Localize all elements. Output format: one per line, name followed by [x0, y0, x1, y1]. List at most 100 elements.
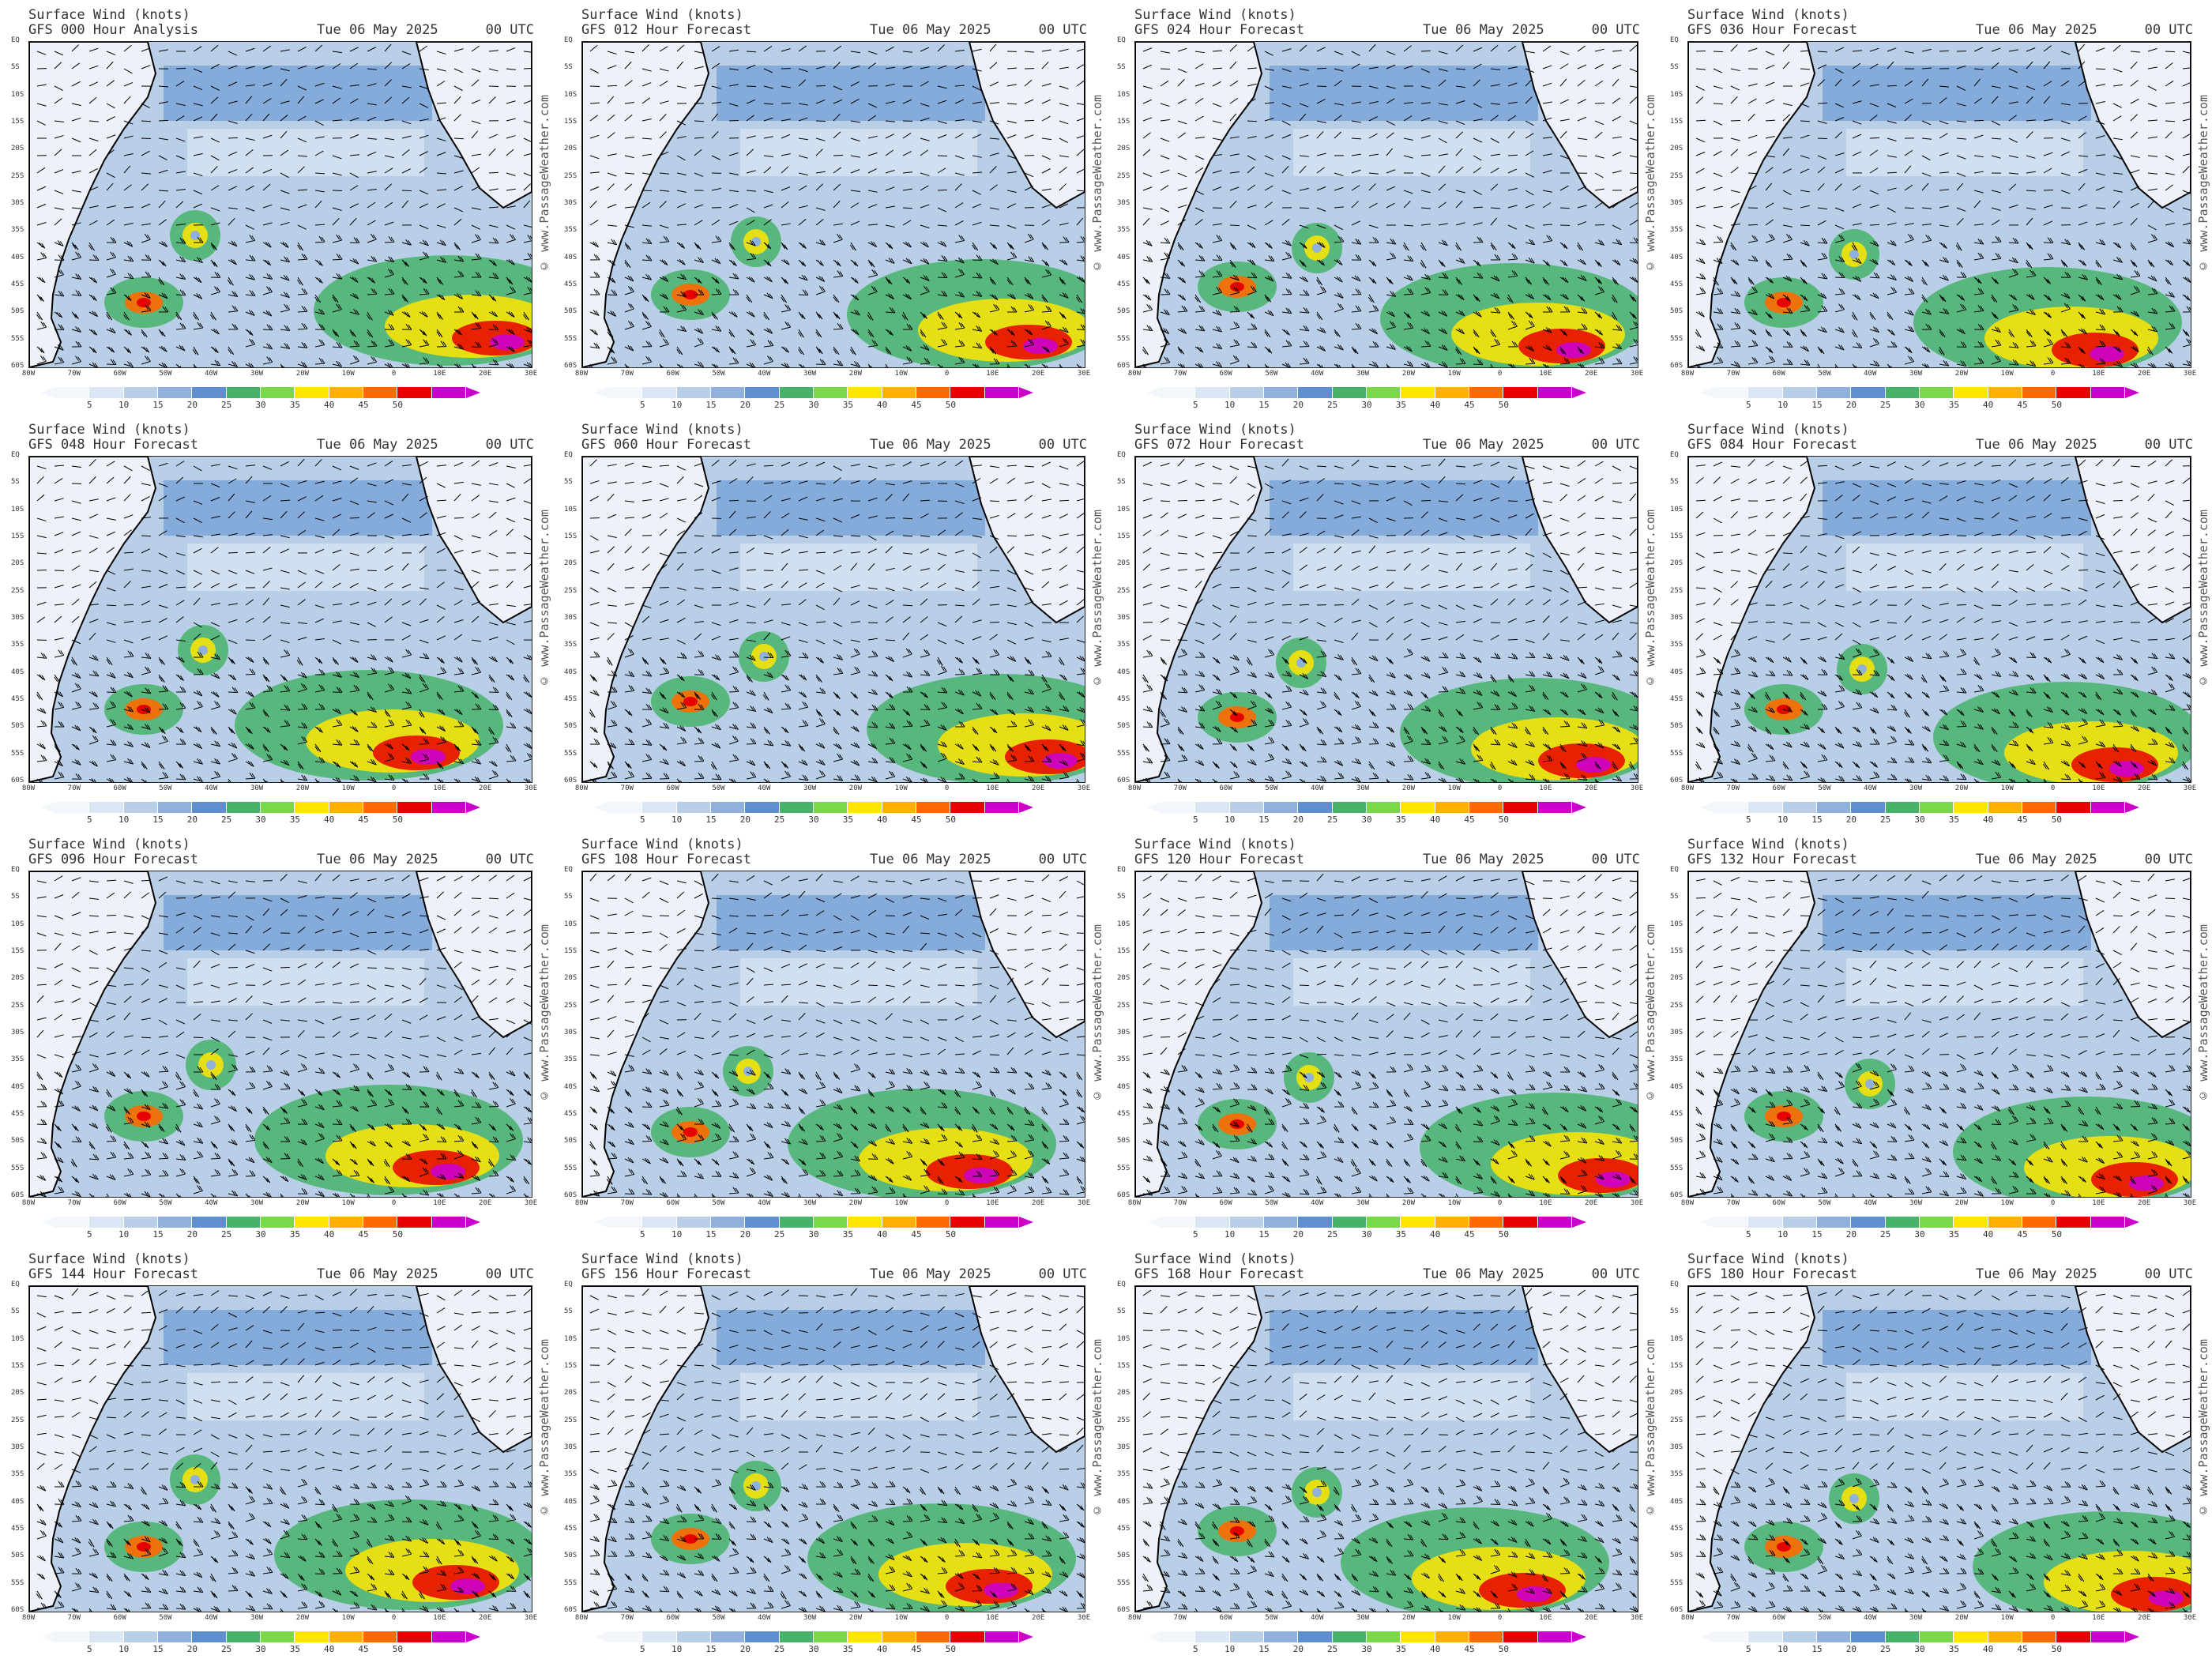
wind-barb [1507, 66, 1518, 70]
colorbar-swatch [158, 802, 193, 813]
latitude-label: 40S [564, 254, 577, 261]
wind-barb [1006, 276, 1014, 286]
wind-barb [798, 363, 805, 367]
wind-barb [280, 325, 291, 331]
run-time: 00 UTC [1592, 438, 1640, 453]
wind-barb [2182, 587, 2191, 589]
latitude-label: 60S [1670, 777, 1683, 784]
wind-barb [763, 46, 773, 52]
wind-barb [1455, 310, 1465, 317]
colorbar-swatch [814, 802, 848, 813]
colorbar-tick: 20 [740, 400, 750, 410]
longitude-label: 20E [479, 1199, 491, 1207]
wind-barb [488, 237, 499, 244]
wind-barb [471, 45, 480, 52]
wind-barb [1024, 186, 1033, 191]
wind-barb [419, 85, 429, 90]
wind-barb [815, 207, 826, 211]
wind-barb [1473, 63, 1482, 70]
wind-barb [694, 257, 704, 263]
wind-barb [193, 152, 203, 156]
wind-barb [314, 235, 325, 243]
colorbar-swatch [431, 802, 466, 813]
wind-barb [694, 289, 705, 295]
wind-barb [1059, 363, 1063, 367]
wind-barb [1507, 242, 1516, 250]
wind-barb [920, 204, 930, 209]
wind-barb [419, 103, 428, 108]
wind-barb [384, 339, 395, 348]
longitude-label: 30W [250, 1199, 263, 1207]
wind-barb [624, 320, 634, 330]
wind-barb [332, 63, 341, 70]
wind-barb [902, 99, 912, 104]
wind-barb [885, 329, 893, 336]
wind-barb [471, 363, 476, 367]
wind-field-svg [1135, 42, 1638, 367]
wind-barb [1229, 61, 1237, 70]
watermark: © www.PassageWeather.com [537, 510, 551, 688]
wind-barb [763, 190, 773, 194]
wind-barb [1142, 294, 1152, 301]
wind-barb [488, 259, 497, 266]
colorbar-swatch [608, 802, 643, 813]
panel-header: Surface Wind (knots) GFS 000 Hour Analysi… [28, 8, 534, 38]
wind-barb [676, 304, 687, 313]
latitude-label: 10S [1670, 506, 1683, 514]
wind-barb [641, 190, 653, 192]
wind-barb [453, 68, 464, 73]
panel-header: Surface Wind (knots) GFS 036 Hour Forecas… [1687, 8, 2193, 38]
wind-barb [175, 273, 186, 280]
africa-landmass [415, 42, 532, 209]
wind-barb [763, 311, 770, 321]
wind-barb [1438, 165, 1446, 174]
wind-barb [54, 169, 64, 174]
colorbar-swatch [1469, 387, 1504, 398]
colorbar-tick: 45 [1464, 814, 1474, 825]
wind-barb [193, 363, 198, 367]
wind-barb [1420, 207, 1431, 209]
latitude-label: 35S [1670, 226, 1683, 234]
wind-barb [1577, 99, 1586, 104]
wind-barb [1956, 604, 1967, 606]
latitude-label: 50S [564, 722, 577, 730]
wind-barb [1076, 80, 1085, 87]
longitude-label: 20W [1402, 784, 1415, 792]
wind-barb [676, 85, 687, 88]
wind-barb [885, 293, 895, 300]
wind-barb [1006, 293, 1016, 300]
wind-field-svg [582, 42, 1085, 367]
wind-barb [1076, 324, 1085, 330]
wind-barb [123, 184, 132, 191]
wind-barb [471, 341, 482, 348]
wind-barb [850, 294, 860, 301]
wind-barb [1041, 137, 1051, 141]
wind-barb [1024, 134, 1034, 139]
colorbar-swatch [1332, 802, 1367, 813]
latitude-label: 15S [11, 118, 24, 126]
wind-barb [1594, 131, 1603, 139]
wind-barb [349, 355, 359, 365]
wind-barb [453, 114, 461, 122]
wind-barb [54, 85, 63, 92]
colorbar-tick: 30 [1361, 814, 1371, 825]
wind-barb [158, 169, 168, 174]
wind-barb [158, 119, 169, 122]
wind-barb [989, 207, 999, 210]
wind-barb [659, 235, 670, 243]
wind-barb [1403, 255, 1414, 262]
wind-barb [71, 273, 82, 280]
wind-barb [641, 311, 649, 320]
latitude-label: 40S [1670, 254, 1683, 261]
wind-barb [158, 362, 167, 367]
wind-barb [123, 361, 134, 367]
latitude-label: 50S [1117, 307, 1130, 315]
wind-barb [1212, 103, 1222, 107]
wind-barb [36, 167, 46, 174]
wind-barb [711, 346, 720, 353]
wind-barb [88, 346, 97, 354]
wind-barb [1577, 294, 1586, 302]
wind-barb [937, 44, 945, 52]
longitude-label: 70W [621, 370, 634, 378]
wind-barb [1402, 242, 1409, 251]
